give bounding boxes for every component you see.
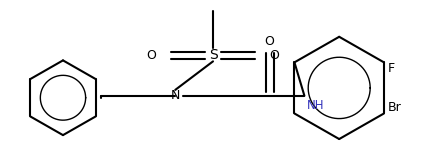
Text: O: O bbox=[265, 35, 275, 48]
Text: O: O bbox=[270, 49, 280, 62]
Text: S: S bbox=[208, 48, 218, 62]
Text: N: N bbox=[171, 89, 180, 102]
Text: F: F bbox=[388, 62, 395, 75]
Text: NH: NH bbox=[306, 99, 324, 112]
Text: Br: Br bbox=[388, 101, 402, 114]
Text: O: O bbox=[146, 49, 156, 62]
